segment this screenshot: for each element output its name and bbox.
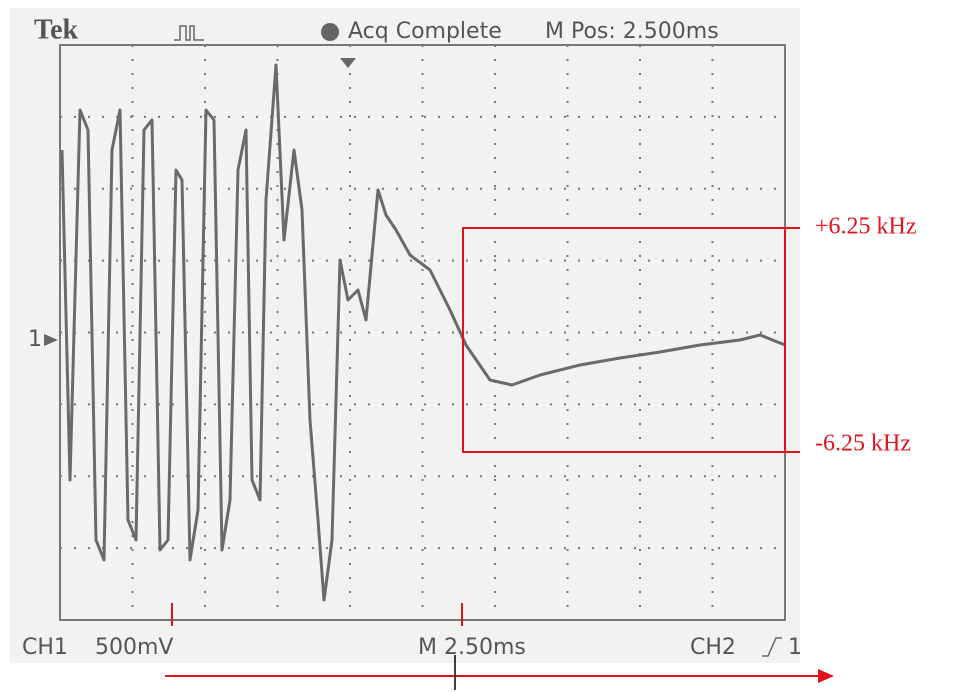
scope-screen: [10, 8, 800, 663]
channel-marker: 1: [28, 327, 42, 352]
arrow-head: [818, 669, 834, 683]
trigger-source: 1: [788, 635, 802, 660]
upper-label: +6.25 kHz: [815, 214, 917, 240]
brand: Tek: [34, 14, 79, 45]
channel1: CH1: [22, 635, 68, 660]
channel2: CH2: [690, 635, 736, 660]
timebase: M 2.50ms: [418, 635, 526, 660]
volts-div: 500mV: [95, 635, 173, 660]
position: M Pos: 2.500ms: [545, 19, 719, 44]
acq-indicator: [321, 23, 339, 41]
lower-label: -6.25 kHz: [815, 431, 911, 457]
page: Tek Acq Complete M Pos: 2.500ms 1 +6.25 …: [0, 0, 961, 692]
acq-status: Acq Complete: [348, 19, 502, 44]
